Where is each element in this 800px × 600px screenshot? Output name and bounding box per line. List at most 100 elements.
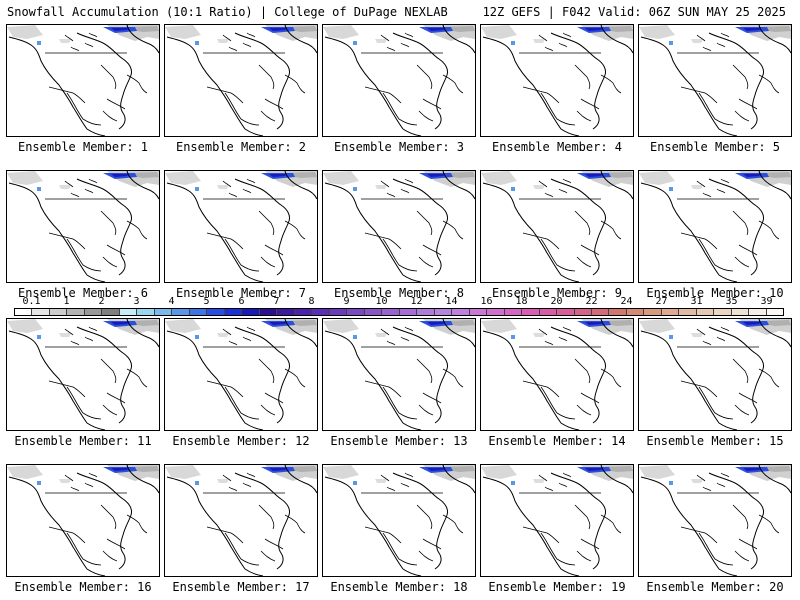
legend-swatch	[574, 309, 592, 315]
legend-label: 8	[308, 296, 315, 307]
snowfall-map	[164, 170, 318, 283]
legend-swatch	[487, 309, 505, 315]
member-label: Ensemble Member: 3	[333, 140, 465, 154]
snowfall-map	[638, 318, 792, 431]
ensemble-panel: Ensemble Member: 5	[638, 24, 792, 154]
header-run-info: 12Z GEFS | F042 Valid: 06Z SUN MAY 25 20…	[482, 5, 786, 19]
member-label: Ensemble Member: 2	[175, 140, 307, 154]
ensemble-panel: Ensemble Member: 14	[480, 318, 634, 448]
snowfall-map	[322, 170, 476, 283]
legend-swatch	[557, 309, 575, 315]
legend-swatch	[224, 309, 243, 315]
legend-swatch	[329, 309, 348, 315]
ensemble-panel: Ensemble Member: 9	[480, 170, 634, 300]
member-label: Ensemble Member: 10	[646, 286, 784, 300]
legend-label: 16	[480, 296, 493, 307]
header-title: Snowfall Accumulation (10:1 Ratio) | Col…	[7, 5, 448, 19]
legend-swatch	[679, 309, 697, 315]
legend-swatch	[207, 309, 225, 315]
legend-swatch	[137, 309, 155, 315]
color-legend: 0.1 1 2 3 4 5 6 7 8 9 10 12 14 16 18 20 22 24 27 31 35 39	[14, 296, 784, 316]
member-label: Ensemble Member: 18	[330, 580, 468, 594]
legend-label: 1	[63, 296, 70, 307]
legend-swatch	[417, 309, 435, 315]
snowfall-map	[480, 24, 634, 137]
snowfall-map	[6, 170, 160, 283]
legend-swatch	[766, 309, 784, 315]
snowfall-map	[164, 318, 318, 431]
member-label: Ensemble Member: 1	[17, 140, 149, 154]
snowfall-map	[638, 24, 792, 137]
legend-swatch	[15, 309, 33, 315]
ensemble-panel: Ensemble Member: 20	[638, 464, 792, 594]
legend-label: 7	[273, 296, 280, 307]
snowfall-map	[480, 318, 634, 431]
legend-label: 27	[655, 296, 668, 307]
member-label: Ensemble Member: 19	[488, 580, 626, 594]
ensemble-panel: Ensemble Member: 18	[322, 464, 476, 594]
legend-swatch	[452, 309, 470, 315]
legend-swatch	[696, 309, 715, 315]
snowfall-map	[6, 318, 160, 431]
legend-swatch	[259, 309, 278, 315]
snowfall-map	[322, 464, 476, 577]
legend-colorbar	[14, 308, 784, 316]
legend-swatch	[434, 309, 453, 315]
legend-swatch	[312, 309, 330, 315]
member-label: Ensemble Member: 13	[330, 434, 468, 448]
snowfall-map	[480, 464, 634, 577]
legend-label: 9	[343, 296, 350, 307]
legend-swatch	[661, 309, 680, 315]
member-label: Ensemble Member: 6	[17, 286, 149, 300]
legend-swatch	[469, 309, 488, 315]
legend-label: 6	[238, 296, 245, 307]
ensemble-panel: Ensemble Member: 12	[164, 318, 318, 448]
legend-label: 2	[98, 296, 105, 307]
legend-swatch	[347, 309, 365, 315]
ensemble-panel: Ensemble Member: 17	[164, 464, 318, 594]
ensemble-panel: Ensemble Member: 15	[638, 318, 792, 448]
legend-label: 10	[375, 296, 388, 307]
ensemble-panel: Ensemble Member: 8	[322, 170, 476, 300]
legend-swatch	[714, 309, 732, 315]
legend-swatch	[32, 309, 50, 315]
ensemble-panel: Ensemble Member: 19	[480, 464, 634, 594]
legend-label: 18	[515, 296, 528, 307]
header: Snowfall Accumulation (10:1 Ratio) | Col…	[0, 0, 800, 22]
snowfall-map	[164, 464, 318, 577]
legend-label: 14	[445, 296, 458, 307]
member-label: Ensemble Member: 20	[646, 580, 784, 594]
legend-label: 5	[203, 296, 210, 307]
legend-swatch	[67, 309, 85, 315]
snowfall-map	[480, 170, 634, 283]
legend-swatch	[242, 309, 260, 315]
snowfall-map	[638, 464, 792, 577]
legend-label: 0.1	[22, 296, 41, 307]
legend-swatch	[277, 309, 295, 315]
member-label: Ensemble Member: 7	[175, 286, 307, 300]
snowfall-map	[322, 318, 476, 431]
legend-swatch	[399, 309, 418, 315]
legend-swatch	[731, 309, 750, 315]
legend-label: 12	[410, 296, 423, 307]
legend-swatch	[609, 309, 627, 315]
legend-swatch	[364, 309, 383, 315]
member-label: Ensemble Member: 16	[14, 580, 152, 594]
legend-swatch	[626, 309, 645, 315]
legend-swatch	[539, 309, 558, 315]
legend-swatch	[749, 309, 767, 315]
member-label: Ensemble Member: 8	[333, 286, 465, 300]
ensemble-panel: Ensemble Member: 1	[6, 24, 160, 154]
snowfall-map	[6, 464, 160, 577]
ensemble-panel: Ensemble Member: 2	[164, 24, 318, 154]
member-label: Ensemble Member: 4	[491, 140, 623, 154]
ensemble-panel: Ensemble Member: 3	[322, 24, 476, 154]
legend-swatch	[294, 309, 313, 315]
legend-swatch	[102, 309, 120, 315]
ensemble-panel: Ensemble Member: 6	[6, 170, 160, 300]
member-label: Ensemble Member: 9	[491, 286, 623, 300]
legend-swatch	[189, 309, 208, 315]
member-label: Ensemble Member: 17	[172, 580, 310, 594]
member-label: Ensemble Member: 5	[649, 140, 781, 154]
